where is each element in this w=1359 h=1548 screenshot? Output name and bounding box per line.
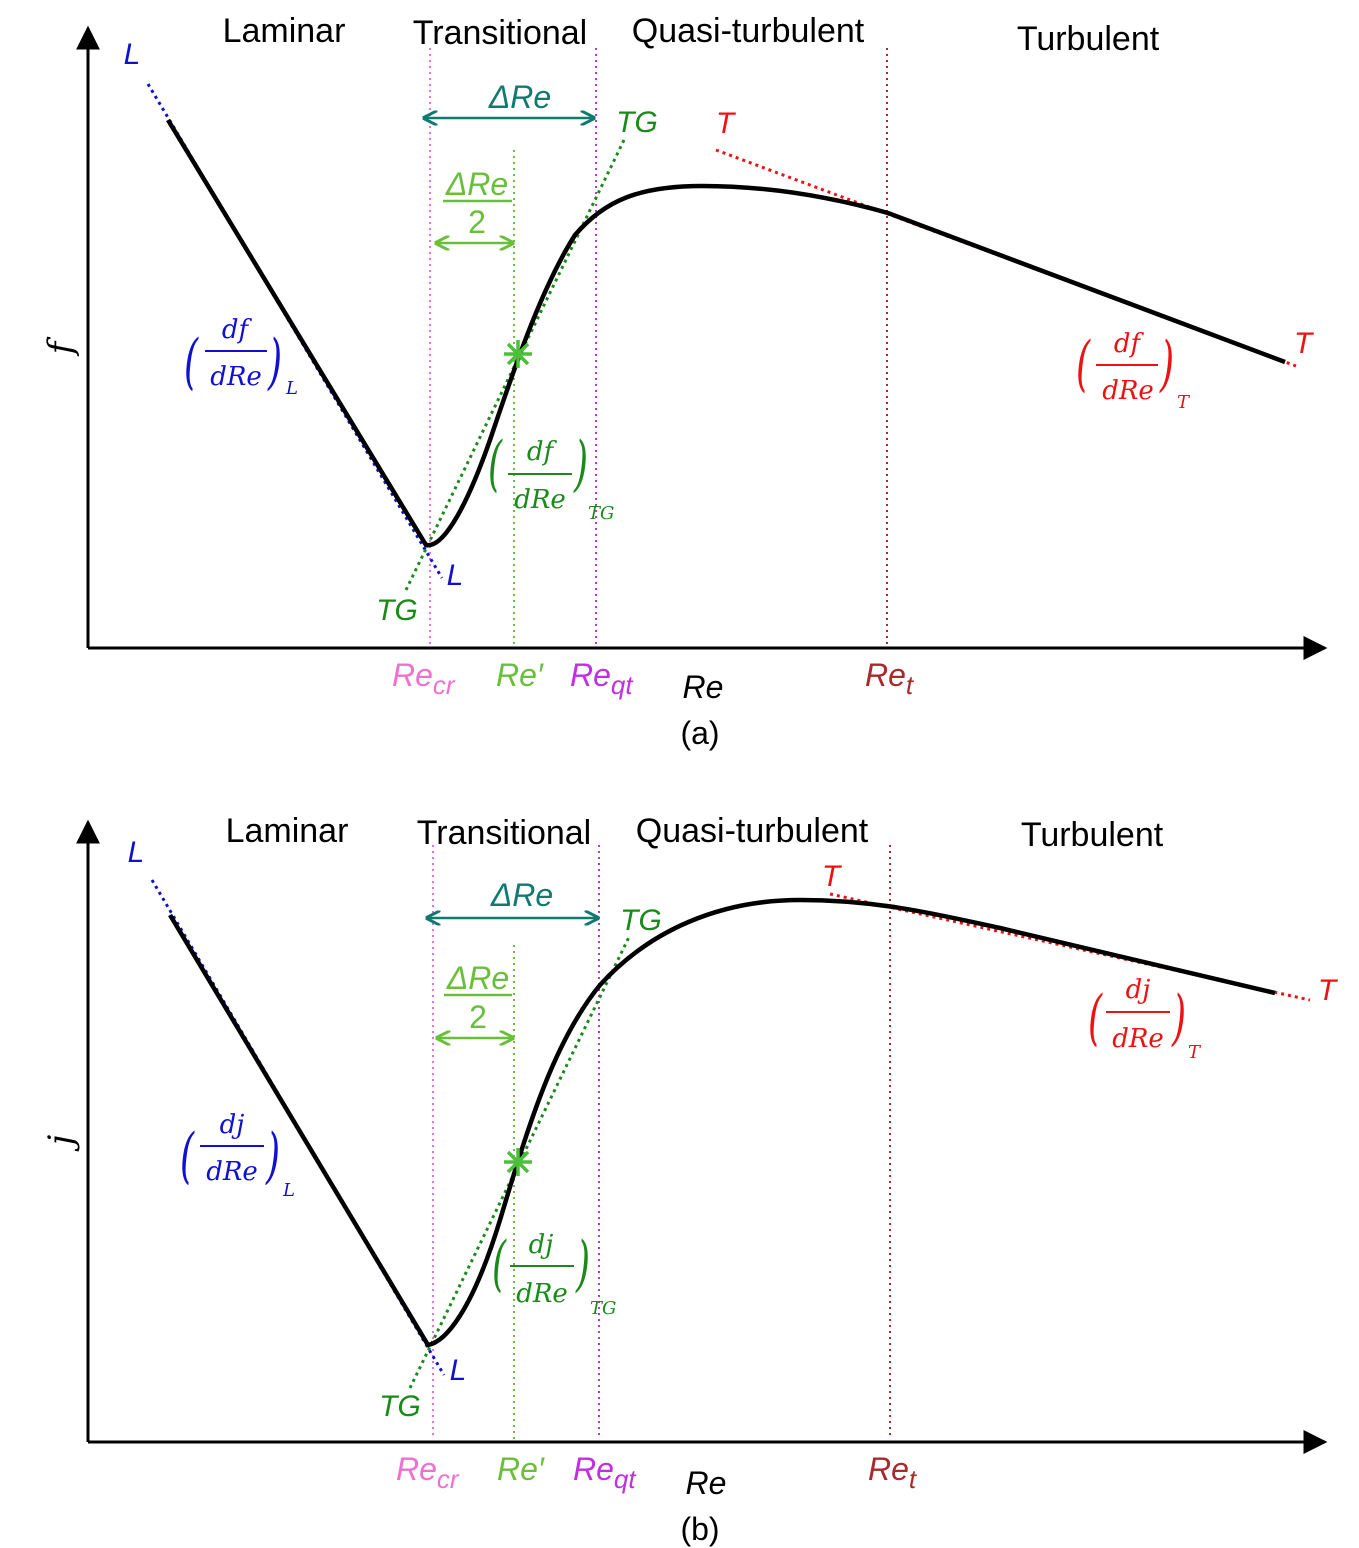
svg-text:dRe: dRe <box>1102 376 1154 406</box>
svg-text:dj: dj <box>220 1110 245 1140</box>
y-axis-label: f <box>41 336 81 357</box>
panel-a: f Laminar Transitional Quasi-turbulent T… <box>41 12 1328 751</box>
re-cr-label: Recr <box>396 1451 460 1494</box>
slope-turbulent: ( df dRe ) T <box>1076 328 1191 413</box>
svg-text:dRe: dRe <box>514 485 566 515</box>
svg-text:): ) <box>575 1228 590 1298</box>
half-delta-den: 2 <box>468 204 486 240</box>
colburn-factor-curve <box>168 897 1276 1348</box>
caption-a: (a) <box>680 715 719 751</box>
laminar-label-top: L <box>124 38 141 71</box>
svg-text:): ) <box>573 428 588 498</box>
laminar-label-top: L <box>128 836 145 869</box>
region-quasi-turbulent: Quasi-turbulent <box>636 812 869 850</box>
region-turbulent: Turbulent <box>1021 816 1164 854</box>
half-delta-den: 2 <box>469 999 487 1035</box>
svg-text:df: df <box>222 315 253 345</box>
svg-text:): ) <box>265 1120 280 1190</box>
region-transitional: Transitional <box>413 14 587 52</box>
tg-label-top: TG <box>620 904 662 937</box>
svg-text:): ) <box>1171 982 1186 1052</box>
x-axis-label: Re <box>686 1465 727 1501</box>
slope-laminar: ( dj dRe ) L <box>180 1110 295 1201</box>
tg-label-bottom: TG <box>376 594 418 627</box>
region-turbulent: Turbulent <box>1017 20 1160 58</box>
re-cr-label: Recr <box>392 657 456 700</box>
region-quasi-turbulent: Quasi-turbulent <box>632 12 865 50</box>
svg-text:df: df <box>1114 329 1145 359</box>
slope-transitional: ( dj dRe ) TG <box>492 1228 616 1319</box>
laminar-label-bottom: L <box>450 1354 467 1387</box>
re-qt-label: Reqt <box>570 657 634 700</box>
turbulent-label-top: T <box>716 107 737 140</box>
svg-text:TG: TG <box>590 1298 616 1319</box>
svg-text:(: ( <box>180 1120 195 1190</box>
slope-turbulent: ( dj dRe ) T <box>1088 975 1202 1063</box>
region-laminar: Laminar <box>226 812 349 850</box>
turbulent-label-end: T <box>1318 974 1339 1007</box>
re-qt-label: Reqt <box>573 1451 637 1494</box>
turbulent-tangent <box>829 892 1311 1002</box>
panel-b: j Laminar Transitional Quasi-turbulent T… <box>41 812 1339 1547</box>
region-transitional: Transitional <box>417 814 591 852</box>
svg-text:(: ( <box>1076 328 1091 398</box>
svg-text:): ) <box>267 326 282 396</box>
svg-text:(: ( <box>488 428 503 498</box>
re-t-label: Ret <box>865 657 915 700</box>
tg-label-top: TG <box>616 106 658 139</box>
slope-laminar: ( df dRe ) L <box>184 315 298 399</box>
svg-text:df: df <box>527 437 558 467</box>
half-delta-num: ΔRe <box>445 166 508 202</box>
turbulent-label-top: T <box>822 860 843 893</box>
region-laminar: Laminar <box>223 12 346 50</box>
svg-text:(: ( <box>184 326 199 396</box>
y-axis-label: j <box>41 1134 81 1152</box>
tg-label-bottom: TG <box>379 1390 421 1423</box>
inflection-star <box>504 340 532 368</box>
svg-text:dRe: dRe <box>1112 1024 1164 1054</box>
svg-text:(: ( <box>492 1228 507 1298</box>
svg-text:T: T <box>1177 392 1191 413</box>
svg-text:dj: dj <box>529 1230 554 1260</box>
svg-text:dj: dj <box>1126 975 1151 1005</box>
re-t-label: Ret <box>868 1451 918 1494</box>
friction-factor-curve <box>166 118 1286 548</box>
re-prime-label: Re′ <box>496 657 544 693</box>
delta-re-label: ΔRe <box>488 79 551 115</box>
svg-text:TG: TG <box>588 503 614 524</box>
svg-text:dRe: dRe <box>206 1157 258 1187</box>
svg-text:dRe: dRe <box>516 1279 568 1309</box>
svg-text:L: L <box>282 1180 295 1201</box>
turbulent-label-end: T <box>1294 327 1315 360</box>
inflection-star <box>504 1148 532 1176</box>
svg-text:T: T <box>1188 1042 1202 1063</box>
svg-text:L: L <box>285 378 298 399</box>
re-prime-label: Re′ <box>497 1451 545 1487</box>
half-delta-num: ΔRe <box>446 960 509 996</box>
svg-text:): ) <box>1159 328 1174 398</box>
delta-re-label: ΔRe <box>490 877 553 913</box>
slope-transitional: ( df dRe ) TG <box>488 428 614 524</box>
laminar-label-bottom: L <box>447 559 464 592</box>
svg-text:dRe: dRe <box>210 362 262 392</box>
x-axis-label: Re <box>683 669 724 705</box>
caption-b: (b) <box>680 1511 719 1547</box>
svg-text:(: ( <box>1088 982 1103 1052</box>
